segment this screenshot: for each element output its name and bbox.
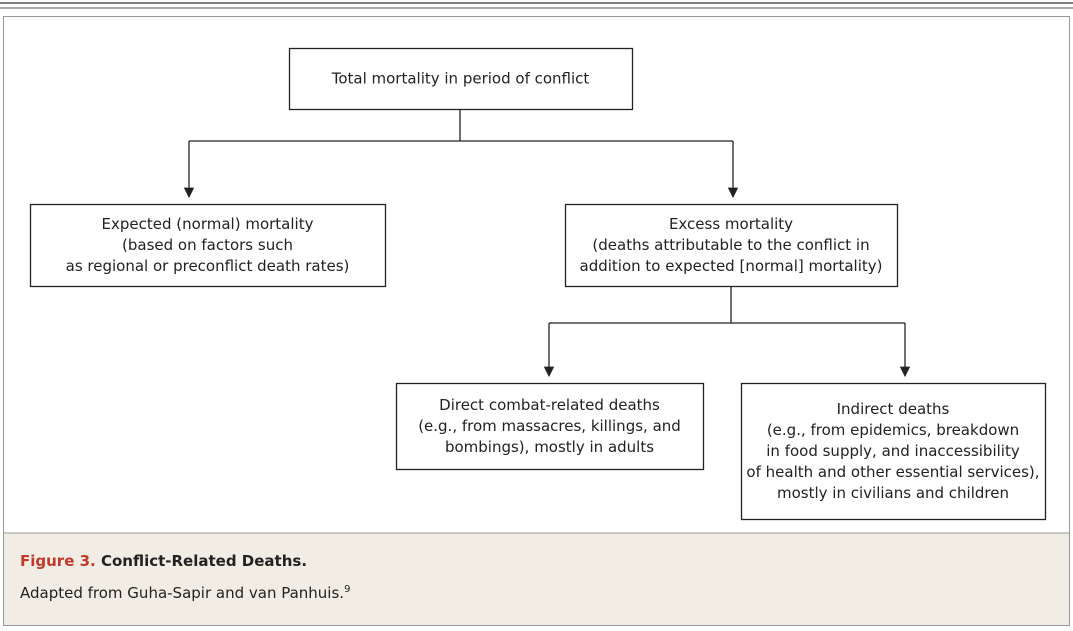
- node-text: Direct combat-related deaths: [439, 396, 660, 414]
- node-box: [564, 203, 899, 288]
- connectors: [183, 109, 911, 378]
- node-box: [288, 47, 634, 111]
- caption-source: Adapted from Guha-Sapir and van Panhuis.: [20, 584, 344, 602]
- nodes: Total mortality in period of conflict Exp…: [29, 47, 1047, 521]
- node-text: in food supply, and inaccessibility: [766, 442, 1020, 460]
- node-box: [740, 382, 1047, 521]
- node-box: [395, 382, 705, 471]
- node-text: (based on factors such: [122, 236, 293, 254]
- caption-label: Figure 3.: [20, 552, 96, 570]
- caption-heading: Figure 3. Conflict-Related Deaths.: [20, 552, 307, 570]
- node-text: Expected (normal) mortality: [102, 215, 314, 233]
- caption-text: Adapted from Guha-Sapir and van Panhuis.…: [20, 584, 350, 602]
- caption-title: Conflict-Related Deaths.: [101, 552, 307, 570]
- node-box: [29, 203, 387, 288]
- node-text: Excess mortality: [669, 215, 793, 233]
- node-text: (e.g., from massacres, killings, and: [418, 417, 681, 435]
- frame: [3, 16, 1070, 626]
- caption-ref: 9: [344, 584, 350, 595]
- node-text: mostly in civilians and children: [777, 484, 1009, 502]
- node-text: as regional or preconflict death rates): [66, 257, 350, 275]
- connector: [189, 109, 733, 142]
- node-text: Total mortality in period of conflict: [331, 70, 590, 88]
- node-text: Indirect deaths: [837, 400, 950, 418]
- node-text: (e.g., from epidemics, breakdown: [767, 421, 1019, 439]
- node-text: of health and other essential services),: [746, 463, 1039, 481]
- node-text: bombings), mostly in adults: [445, 438, 654, 456]
- caption-bg: [4, 533, 1069, 625]
- node-text: (deaths attributable to the conflict in: [592, 236, 869, 254]
- connector: [549, 286, 905, 324]
- node-text: addition to expected [normal] mortality): [580, 257, 883, 275]
